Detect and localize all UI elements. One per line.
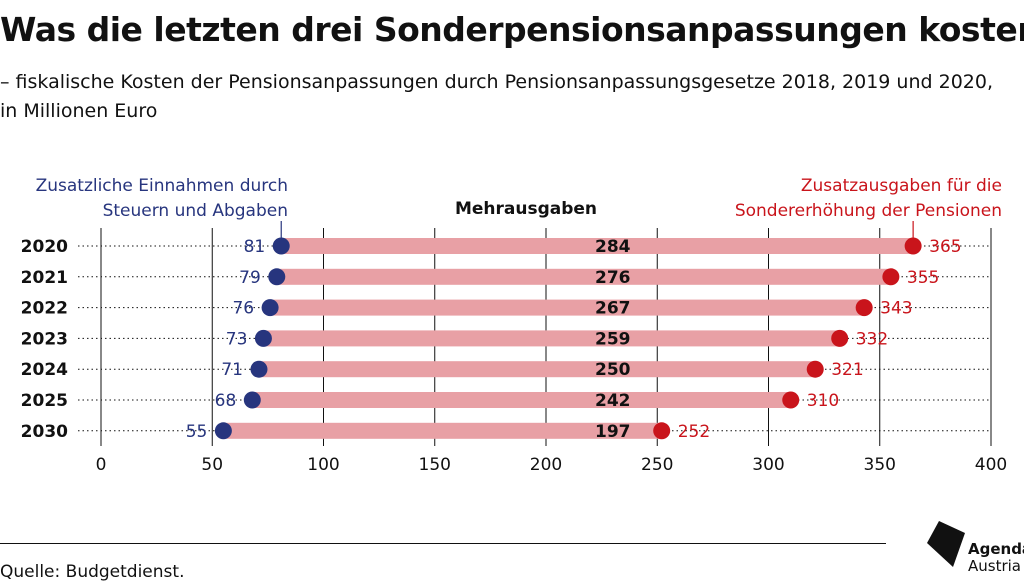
pension-cost-value-label: 355 (907, 268, 939, 288)
x-tick-label: 150 (419, 455, 451, 475)
category-label: 2021 (21, 268, 68, 288)
x-tick-label: 0 (96, 455, 107, 475)
revenue-point (243, 391, 261, 409)
difference-bar (252, 392, 791, 408)
category-label: 2022 (21, 299, 68, 319)
revenue-point (214, 422, 232, 440)
legend-left-line2: Steuern und Abgaben (102, 201, 288, 221)
pension-cost-point (806, 360, 824, 378)
footer-divider (0, 543, 886, 544)
legend-right-line1: Zusatzausgaben für die (800, 176, 1002, 196)
pension-cost-value-label: 321 (831, 360, 863, 380)
difference-bar (258, 361, 816, 378)
pension-cost-point (855, 299, 873, 317)
pension-cost-value-label: 310 (807, 391, 839, 411)
mehrausgaben-value-label: 259 (595, 329, 631, 349)
revenue-value-label: 68 (215, 391, 237, 411)
pension-cost-point (653, 422, 671, 440)
revenue-point (272, 237, 290, 255)
x-tick-label: 100 (307, 455, 339, 475)
mehrausgaben-value-label: 267 (595, 299, 631, 319)
difference-bar (270, 299, 865, 316)
mehrausgaben-value-label: 276 (595, 268, 631, 288)
legend-additional-spending: Mehrausgaben (454, 199, 598, 219)
mehrausgaben-value-label: 250 (595, 360, 631, 380)
pension-cost-point (882, 268, 900, 286)
revenue-value-label: 76 (232, 299, 254, 319)
difference-bar (223, 422, 662, 439)
legend-left-line1: Zusatzliche Einnahmen durch (35, 176, 288, 196)
pension-cost-point (831, 329, 849, 347)
pension-cost-value-label: 252 (678, 422, 710, 442)
logo-text-austria: Austria (968, 557, 1021, 575)
pension-cost-value-label: 343 (880, 299, 912, 319)
category-label: 2025 (21, 391, 68, 411)
mehrausgaben-value-label: 242 (595, 391, 631, 411)
legend-pension-increase: Zusatzausgaben für die Sondererhöhung de… (672, 174, 1002, 224)
x-tick-label: 250 (641, 455, 673, 475)
pension-cost-point (782, 391, 800, 409)
revenue-value-label: 73 (226, 329, 248, 349)
category-label: 2024 (21, 360, 68, 380)
x-tick-label: 50 (201, 455, 223, 475)
revenue-point (261, 299, 279, 317)
revenue-point (268, 268, 286, 286)
revenue-value-label: 71 (221, 360, 243, 380)
pension-cost-point (904, 237, 922, 255)
chart-subtitle: – fiskalische Kosten der Pensionsanpassu… (0, 71, 994, 122)
agenda-austria-logo: Agenda Austria (925, 519, 1024, 587)
logo-mark-icon (927, 521, 965, 567)
x-tick-label: 300 (752, 455, 784, 475)
pension-cost-value-label: 332 (856, 329, 888, 349)
category-label: 2023 (21, 329, 68, 349)
source-note: Quelle: Budgetdienst. (0, 562, 185, 582)
difference-bar (263, 330, 840, 347)
revenue-value-label: 55 (186, 422, 208, 442)
mehrausgaben-value-label: 197 (595, 422, 631, 442)
x-tick-label: 350 (864, 455, 896, 475)
x-tick-label: 400 (975, 455, 1007, 475)
revenue-point (250, 360, 268, 378)
category-label: 2030 (21, 422, 68, 442)
legend-additional-revenue: Zusatzliche Einnahmen durch Steuern und … (4, 174, 288, 224)
revenue-value-label: 81 (244, 237, 266, 257)
revenue-point (254, 329, 272, 347)
chart-title: Was die letzten drei Sonderpensionsanpas… (0, 10, 1024, 49)
difference-bar (281, 238, 914, 254)
difference-bar (276, 268, 891, 285)
x-tick-label: 200 (530, 455, 562, 475)
legend-right-line2: Sondererhöhung der Pensionen (734, 201, 1002, 221)
mehrausgaben-value-label: 284 (595, 237, 631, 257)
category-label: 2020 (21, 237, 68, 257)
revenue-value-label: 79 (239, 268, 261, 288)
pension-cost-value-label: 365 (929, 237, 961, 257)
logo-text-agenda: Agenda (968, 540, 1024, 558)
